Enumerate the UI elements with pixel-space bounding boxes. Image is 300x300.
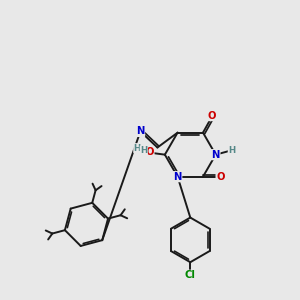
Text: H: H: [228, 146, 236, 155]
Text: Cl: Cl: [185, 270, 196, 280]
Text: N: N: [136, 126, 145, 136]
Text: H: H: [140, 146, 147, 155]
Text: O: O: [207, 111, 216, 121]
Text: O: O: [216, 172, 225, 182]
Text: N: N: [173, 172, 182, 182]
Text: N: N: [212, 150, 220, 160]
Text: O: O: [146, 147, 154, 157]
Text: H: H: [134, 144, 141, 153]
